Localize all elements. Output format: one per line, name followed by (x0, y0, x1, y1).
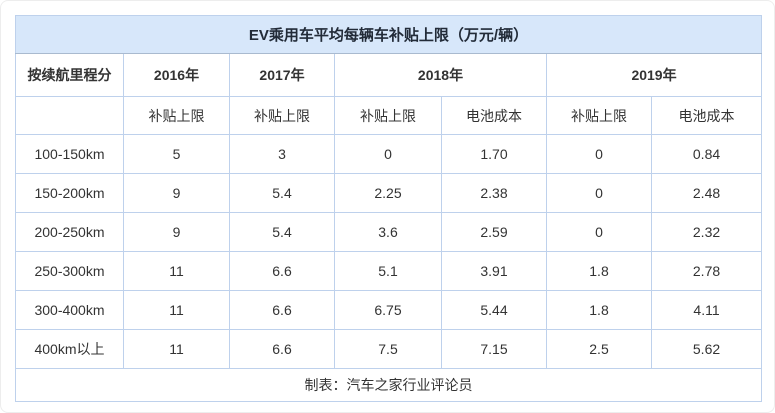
value-cell: 0.84 (650, 134, 763, 174)
sub-header-cell: 电池成本 (650, 96, 763, 135)
sub-header-row: 补贴上限 补贴上限 补贴上限 电池成本 补贴上限 电池成本 (15, 96, 763, 135)
year-header-2019: 2019年 (545, 53, 763, 97)
table-row: 100-150km 5 3 0 1.70 0 0.84 (15, 134, 763, 174)
value-cell: 2.25 (334, 173, 442, 213)
value-cell: 7.15 (441, 329, 547, 369)
value-cell: 11 (123, 290, 230, 330)
value-cell: 5.44 (441, 290, 547, 330)
table-row: 300-400km 11 6.6 6.75 5.44 1.8 4.11 (15, 290, 763, 330)
value-cell: 2.38 (441, 173, 547, 213)
range-cell: 100-150km (15, 134, 124, 174)
corner-header-cell: 按续航里程分 (15, 53, 124, 97)
value-cell: 0 (546, 212, 652, 252)
subsidy-table: EV乘用车平均每辆车补贴上限（万元/辆） 按续航里程分 2016年 2017年 … (14, 15, 763, 402)
value-cell: 5.1 (334, 251, 442, 291)
value-cell: 0 (546, 173, 652, 213)
range-cell: 200-250km (15, 212, 124, 252)
value-cell: 9 (123, 212, 230, 252)
table-row: 400km以上 11 6.6 7.5 7.15 2.5 5.62 (15, 329, 763, 369)
year-header-row: 按续航里程分 2016年 2017年 2018年 2019年 (15, 53, 763, 97)
range-cell: 300-400km (15, 290, 124, 330)
value-cell: 2.59 (441, 212, 547, 252)
value-cell: 9 (123, 173, 230, 213)
table-title: EV乘用车平均每辆车补贴上限（万元/辆） (14, 15, 763, 54)
value-cell: 2.78 (650, 251, 763, 291)
value-cell: 5 (123, 134, 230, 174)
value-cell: 3 (229, 134, 335, 174)
sub-header-cell: 补贴上限 (229, 96, 335, 135)
value-cell: 2.5 (546, 329, 652, 369)
value-cell: 6.6 (229, 251, 335, 291)
value-cell: 1.70 (441, 134, 547, 174)
value-cell: 2.32 (650, 212, 763, 252)
sub-header-cell: 补贴上限 (123, 96, 230, 135)
value-cell: 5.4 (229, 173, 335, 213)
value-cell: 3.6 (334, 212, 442, 252)
value-cell: 6.6 (229, 329, 335, 369)
value-cell: 4.11 (650, 290, 763, 330)
value-cell: 11 (123, 329, 230, 369)
sub-header-cell: 电池成本 (441, 96, 547, 135)
range-cell: 250-300km (15, 251, 124, 291)
year-header-2017: 2017年 (229, 53, 335, 97)
table-footer-row: 制表：汽车之家行业评论员 (14, 368, 763, 402)
value-cell: 11 (123, 251, 230, 291)
year-header-2018: 2018年 (334, 53, 547, 97)
table-row: 250-300km 11 6.6 5.1 3.91 1.8 2.78 (15, 251, 763, 291)
range-cell: 400km以上 (15, 329, 124, 369)
table-row: 150-200km 9 5.4 2.25 2.38 0 2.48 (15, 173, 763, 213)
value-cell: 5.4 (229, 212, 335, 252)
range-cell: 150-200km (15, 173, 124, 213)
year-header-2016: 2016年 (123, 53, 230, 97)
value-cell: 1.8 (546, 290, 652, 330)
sub-header-empty-cell (15, 96, 124, 135)
table-row: 200-250km 9 5.4 3.6 2.59 0 2.32 (15, 212, 763, 252)
value-cell: 6.6 (229, 290, 335, 330)
value-cell: 5.62 (650, 329, 763, 369)
table-title-row: EV乘用车平均每辆车补贴上限（万元/辆） (14, 15, 763, 54)
value-cell: 6.75 (334, 290, 442, 330)
value-cell: 1.8 (546, 251, 652, 291)
value-cell: 7.5 (334, 329, 442, 369)
value-cell: 0 (546, 134, 652, 174)
value-cell: 0 (334, 134, 442, 174)
value-cell: 3.91 (441, 251, 547, 291)
table-source-note: 制表：汽车之家行业评论员 (14, 368, 763, 402)
value-cell: 2.48 (650, 173, 763, 213)
sub-header-cell: 补贴上限 (546, 96, 652, 135)
sub-header-cell: 补贴上限 (334, 96, 442, 135)
